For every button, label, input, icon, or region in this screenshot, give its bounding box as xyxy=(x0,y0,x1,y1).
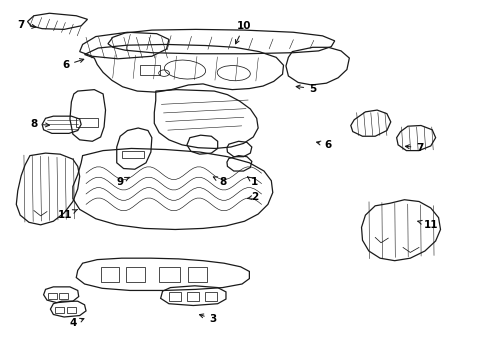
Text: 3: 3 xyxy=(199,314,217,324)
Text: 6: 6 xyxy=(62,59,83,70)
Text: 7: 7 xyxy=(405,143,423,153)
Text: 2: 2 xyxy=(247,192,257,202)
Text: 5: 5 xyxy=(296,84,316,94)
Text: 11: 11 xyxy=(58,210,78,220)
Text: 8: 8 xyxy=(213,177,226,187)
Text: 1: 1 xyxy=(247,177,257,187)
Text: 6: 6 xyxy=(316,140,331,150)
Text: 11: 11 xyxy=(417,220,437,230)
Text: 7: 7 xyxy=(18,20,36,30)
Text: 4: 4 xyxy=(69,318,84,328)
Text: 9: 9 xyxy=(116,177,129,187)
Text: 10: 10 xyxy=(235,21,251,44)
Text: 8: 8 xyxy=(30,119,49,129)
